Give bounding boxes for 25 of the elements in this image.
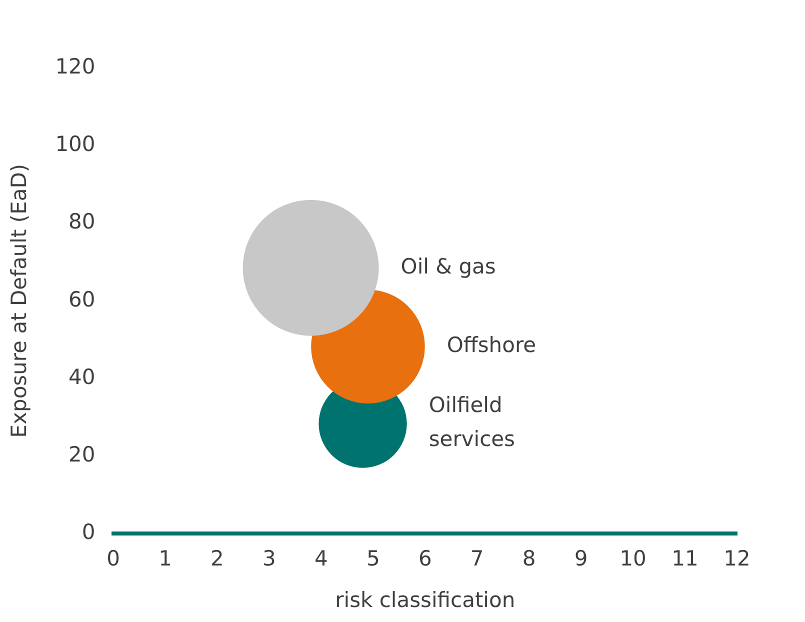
series-label: Offshore [446,333,536,358]
x-tick-label: 1 [158,546,172,571]
x-tick-label: 9 [574,546,588,571]
series-label: Oil & gas [400,254,496,278]
x-tick-label: 10 [620,546,646,571]
x-tick-label: 2 [210,546,224,571]
x-tick-label: 12 [724,546,750,571]
y-tick-label: 120 [55,54,96,78]
y-tick-label: 80 [68,210,96,234]
x-tick-label: 4 [314,546,328,571]
x-tick-label: 0 [106,546,120,571]
series-label: Oilfield services [428,393,516,452]
x-axis-title: risk classification [335,588,516,612]
y-tick-label: 20 [68,442,96,466]
x-tick-label: 3 [262,546,276,571]
y-tick-label: 0 [82,520,96,544]
x-tick-label: 7 [470,546,484,571]
y-tick-label: 40 [68,364,96,389]
x-tick-label: 8 [522,546,536,571]
y-tick-label: 60 [68,287,96,312]
x-tick-label: 11 [672,546,698,571]
y-tick-label: 100 [55,132,96,156]
x-tick-label: 5 [366,546,380,571]
x-tick-label: 6 [418,546,432,571]
y-axis-title: Exposure at Default (EaD) [7,164,32,438]
